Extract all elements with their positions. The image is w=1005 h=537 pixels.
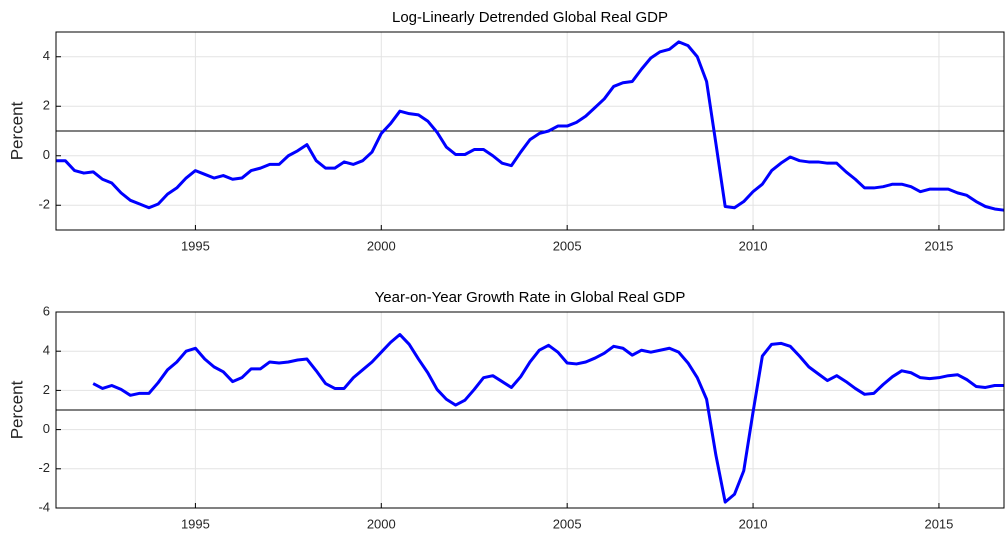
x-tick-label: 2000 [367,516,396,531]
x-tick-label: 2015 [924,238,953,253]
chart-title: Log-Linearly Detrended Global Real GDP [392,9,668,26]
axes-box [55,31,1005,231]
x-tick-label: 1995 [181,516,210,531]
x-tick-label: 2000 [367,238,396,253]
y-tick-label: 2 [43,98,50,113]
axes-box [55,311,1005,509]
x-tick-label: 2005 [553,516,582,531]
y-tick-label: -2 [38,460,50,475]
x-tick-label: 2005 [553,238,582,253]
x-tick-label: 1995 [181,238,210,253]
y-tick-label: 0 [43,147,50,162]
data-line [56,40,1005,212]
y-tick-label: 4 [43,343,50,358]
chart-title: Year-on-Year Growth Rate in Global Real … [375,289,686,306]
y-tick-label: -4 [38,499,50,514]
data-line [92,333,1004,504]
y-axis-label: Percent [7,380,26,439]
y-tick-label: 4 [43,48,50,63]
y-tick-label: 0 [43,421,50,436]
x-tick-label: 2015 [924,516,953,531]
y-tick-label: 2 [43,382,50,397]
y-tick-label: 6 [43,303,50,318]
x-tick-label: 2010 [739,238,768,253]
y-tick-label: -2 [38,197,50,212]
y-axis-label: Percent [7,101,26,160]
x-tick-label: 2010 [739,516,768,531]
